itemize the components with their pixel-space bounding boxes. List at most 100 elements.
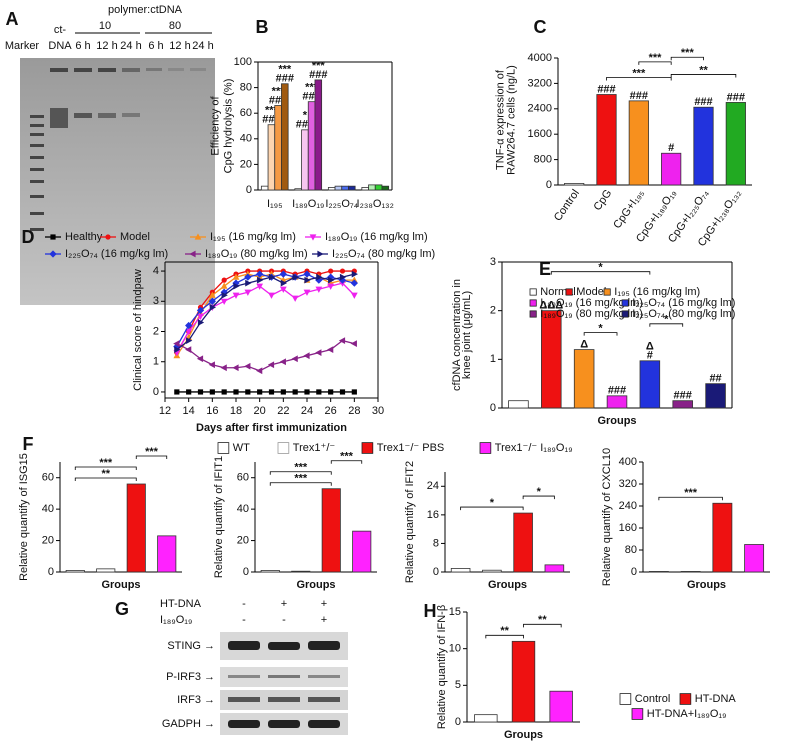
marker: [221, 277, 227, 283]
panel-letter: F: [23, 434, 34, 454]
significance-label: ΔΔΔ: [539, 300, 563, 312]
marker: [316, 273, 323, 281]
y-axis-label: Relative quantify of CXCL10: [601, 448, 613, 586]
panel-letter: B: [256, 17, 269, 37]
band-label: STING →: [167, 640, 215, 652]
bar: [680, 571, 701, 573]
significance-label: ***: [145, 446, 159, 458]
significance-bracket: [606, 77, 672, 81]
significance-label: *: [598, 262, 603, 274]
legend-label: I₂₂₅O₇₄ (80 mg/kg lm): [632, 308, 735, 320]
significance-label: *: [598, 323, 603, 335]
significance-label: ###: [608, 385, 626, 397]
y-tick-label: 20: [240, 158, 252, 170]
bar: [672, 400, 693, 409]
ratio-label: 10: [99, 20, 111, 32]
marker: [327, 283, 335, 290]
legend-label: Control: [635, 693, 670, 705]
y-tick-label: 400: [619, 456, 637, 468]
significance-label: **: [500, 625, 509, 637]
y-tick-label: 0: [490, 402, 496, 414]
x-tick-label: I₁₉₅: [267, 198, 283, 210]
significance-bracket: [74, 477, 137, 481]
panel-letter: D: [22, 227, 35, 247]
marker: [185, 328, 193, 336]
marker: [291, 295, 299, 302]
legend-swatch: [529, 310, 537, 318]
marker: [317, 250, 324, 258]
y-tick-label: 1: [490, 353, 496, 365]
y-tick-label: 20: [42, 534, 54, 546]
marker: [245, 279, 252, 287]
y-tick-label: 15: [449, 606, 461, 618]
bar: [639, 360, 661, 409]
x-axis-label: Groups: [597, 415, 636, 427]
y-axis-label: cfDNA concentration in: [451, 279, 463, 391]
y-axis-label: Clinical score of hindpaw: [132, 269, 144, 391]
marker: [220, 364, 227, 372]
marker: [256, 367, 263, 375]
bar: [314, 79, 323, 191]
x-axis-label: Groups: [504, 729, 543, 741]
y-tick-label: 0: [631, 566, 637, 578]
panel-letter: A: [6, 9, 19, 29]
marker: [232, 364, 239, 372]
significance-bracket: [485, 634, 524, 639]
significance-label: **: [699, 64, 708, 76]
bar: [544, 564, 565, 573]
marker: [208, 297, 216, 305]
significance-label: ###: [727, 91, 745, 103]
condition-sign: +: [281, 598, 287, 610]
bar: [661, 152, 682, 186]
y-tick-label: 0: [48, 566, 54, 578]
y-tick-label: 0: [546, 179, 552, 191]
marker: [328, 389, 334, 395]
legend-label: Trex1⁺/⁻: [293, 442, 336, 454]
y-tick-label: 8: [433, 537, 439, 549]
bar: [374, 184, 383, 191]
y-tick-label: 2: [490, 305, 496, 317]
marker: [268, 273, 276, 281]
y-tick-label: 3: [153, 295, 159, 307]
legend-swatch: [277, 442, 290, 454]
x-tick-label: I₁₈₉O₁₉: [292, 198, 324, 210]
significance-label: ***: [632, 67, 646, 79]
significance-label: ###: [674, 390, 692, 402]
x-tick-label: I₂₃₈O₁₃₂: [357, 198, 394, 210]
significance-label: Δ: [646, 341, 654, 353]
marker: [279, 286, 287, 293]
marker: [315, 286, 323, 293]
marker: [49, 250, 57, 258]
condition-sign: +: [321, 598, 327, 610]
bar: [341, 185, 349, 191]
y-tick-label: 0: [455, 716, 461, 728]
significance-bracket: [583, 332, 618, 336]
x-tick-label: 30: [372, 405, 384, 417]
y-tick-label: 3: [490, 256, 496, 268]
marker: [220, 298, 228, 305]
lane-label: 6 h: [75, 40, 90, 52]
bar: [712, 502, 733, 573]
y-tick-label: 0: [243, 566, 249, 578]
legend-label: Healthy: [65, 231, 103, 243]
marker: [220, 282, 228, 289]
y-tick-label: 80: [240, 82, 252, 94]
significance-bracket: [269, 471, 332, 475]
western-blot: [220, 632, 348, 735]
marker: [339, 268, 346, 274]
x-tick-label: 14: [183, 405, 195, 417]
panel-letter: G: [115, 599, 129, 619]
marker: [256, 270, 264, 278]
significance-label: *: [537, 486, 542, 498]
bar: [596, 94, 617, 186]
bar: [361, 187, 369, 191]
bar: [606, 395, 628, 409]
marker: [339, 389, 346, 395]
bar: [274, 105, 282, 191]
legend-swatch: [679, 693, 692, 705]
marker: [244, 362, 251, 370]
bar: [307, 101, 316, 191]
y-tick-label: 0: [433, 566, 439, 578]
significance-bracket: [670, 74, 737, 78]
